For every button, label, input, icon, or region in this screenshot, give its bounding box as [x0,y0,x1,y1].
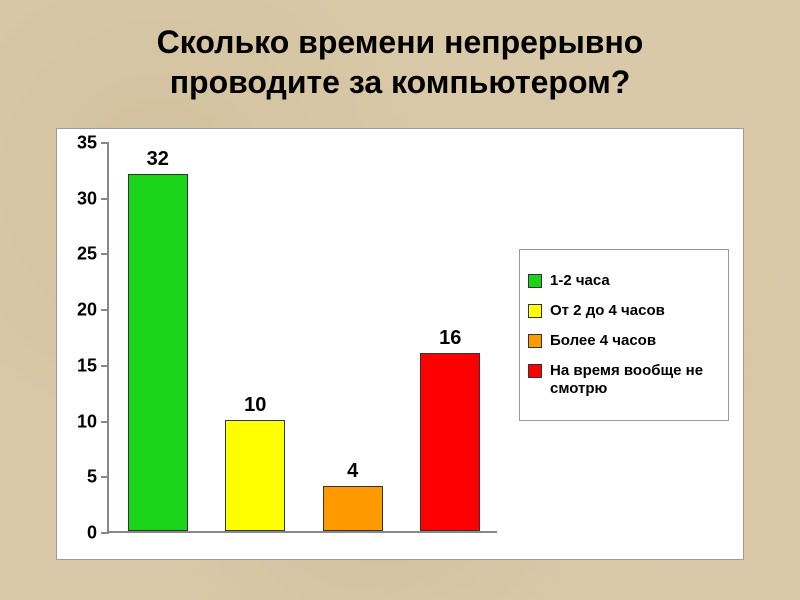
title-line-1: Сколько времени непрерывно [157,24,644,60]
y-axis-label: 25 [77,244,97,265]
bar-value-label: 16 [439,327,461,350]
legend-swatch [528,364,542,378]
y-axis-label: 30 [77,188,97,209]
chart-panel: 0 5 10 15 20 25 30 35 32 10 4 16 1-2 часа От 2 до 4 … [56,128,744,560]
legend-item: 1-2 часа [528,272,720,290]
chart-bar: 10 [225,420,285,531]
y-tick [101,198,109,200]
y-axis-label: 20 [77,300,97,321]
legend-swatch [528,304,542,318]
title-line-2: проводите за компьютером? [170,64,631,100]
legend-item: От 2 до 4 часов [528,302,720,320]
legend-swatch [528,334,542,348]
legend-label: 1-2 часа [550,272,610,290]
legend-swatch [528,274,542,288]
y-axis-label: 15 [77,355,97,376]
legend-item: Более 4 часов [528,332,720,350]
y-axis-label: 0 [87,523,97,544]
legend-label: Более 4 часов [550,332,656,350]
legend-item: На время вообще не смотрю [528,362,720,398]
plot-area: 051015202530353210416 [107,143,497,533]
y-tick [101,532,109,534]
y-tick [101,421,109,423]
legend-label: На время вообще не смотрю [550,362,720,398]
chart-bar: 4 [323,486,383,531]
y-tick [101,142,109,144]
slide-title: Сколько времени непрерывно проводите за … [0,22,800,102]
y-tick [101,253,109,255]
y-tick [101,365,109,367]
bar-value-label: 4 [347,460,358,483]
y-tick [101,476,109,478]
chart-bar: 32 [128,174,188,531]
legend-label: От 2 до 4 часов [550,302,665,320]
y-axis-label: 5 [87,467,97,488]
y-tick [101,309,109,311]
y-axis-label: 35 [77,133,97,154]
y-axis-label: 10 [77,411,97,432]
chart-bar: 16 [420,353,480,531]
bar-value-label: 32 [147,148,169,171]
chart-legend: 1-2 часа От 2 до 4 часов Более 4 часов На в… [519,249,729,421]
bar-value-label: 10 [244,394,266,417]
